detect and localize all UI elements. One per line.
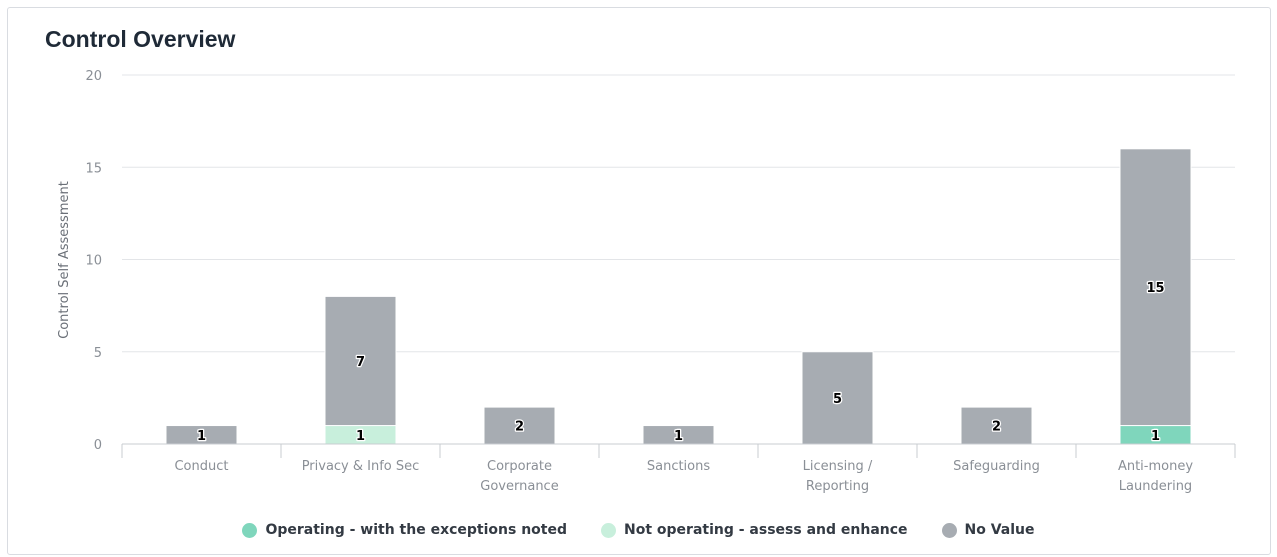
- bar-segment[interactable]: [1119, 148, 1192, 427]
- legend-label: Operating - with the exceptions noted: [265, 522, 567, 538]
- y-axis-label: Control Self Assessment: [57, 181, 72, 339]
- x-category-label: Sanctions: [647, 459, 711, 474]
- bar-segment[interactable]: [483, 406, 556, 445]
- legend-item[interactable]: No Value: [941, 522, 1035, 538]
- data-label: 15: [1146, 281, 1164, 296]
- data-label: 2: [515, 420, 524, 435]
- legend-item[interactable]: Not operating - assess and enhance: [601, 522, 908, 538]
- data-label: 1: [197, 429, 206, 444]
- x-category-label: Governance: [480, 479, 558, 494]
- data-label: 5: [833, 392, 842, 407]
- data-label: 1: [356, 429, 365, 444]
- data-label: 1: [1151, 429, 1160, 444]
- y-tick-label: 10: [85, 254, 102, 269]
- legend-swatch: [601, 522, 616, 538]
- data-label: 7: [356, 355, 365, 370]
- bar-segment[interactable]: [324, 295, 397, 427]
- bar-segment[interactable]: [960, 406, 1033, 445]
- x-category-label: Licensing /: [803, 459, 873, 474]
- y-tick-label: 15: [85, 161, 102, 176]
- chart-panel: [7, 7, 1271, 555]
- chart-title: Control Overview: [45, 26, 236, 52]
- y-tick-label: 20: [85, 69, 102, 84]
- y-tick-label: 0: [94, 438, 102, 453]
- x-category-label: Laundering: [1119, 479, 1192, 494]
- legend-swatch: [941, 522, 957, 538]
- x-category-label: Anti-money: [1118, 459, 1193, 474]
- x-category-label: Conduct: [174, 459, 228, 474]
- data-label: 1: [674, 429, 683, 444]
- x-category-label: Privacy & Info Sec: [302, 459, 420, 474]
- y-tick-label: 5: [94, 346, 102, 361]
- x-category-label: Corporate: [487, 459, 552, 474]
- legend-item[interactable]: Operating - with the exceptions noted: [242, 522, 567, 538]
- data-label: 2: [992, 420, 1001, 435]
- legend-swatch: [242, 522, 258, 538]
- legend-label: No Value: [964, 522, 1035, 538]
- chart-legend: Operating - with the exceptions noted Not…: [0, 522, 1277, 538]
- x-category-label: Reporting: [806, 479, 869, 494]
- x-category-label: Safeguarding: [953, 459, 1040, 474]
- bar-segment[interactable]: [801, 351, 874, 445]
- legend-label: Not operating - assess and enhance: [624, 522, 908, 538]
